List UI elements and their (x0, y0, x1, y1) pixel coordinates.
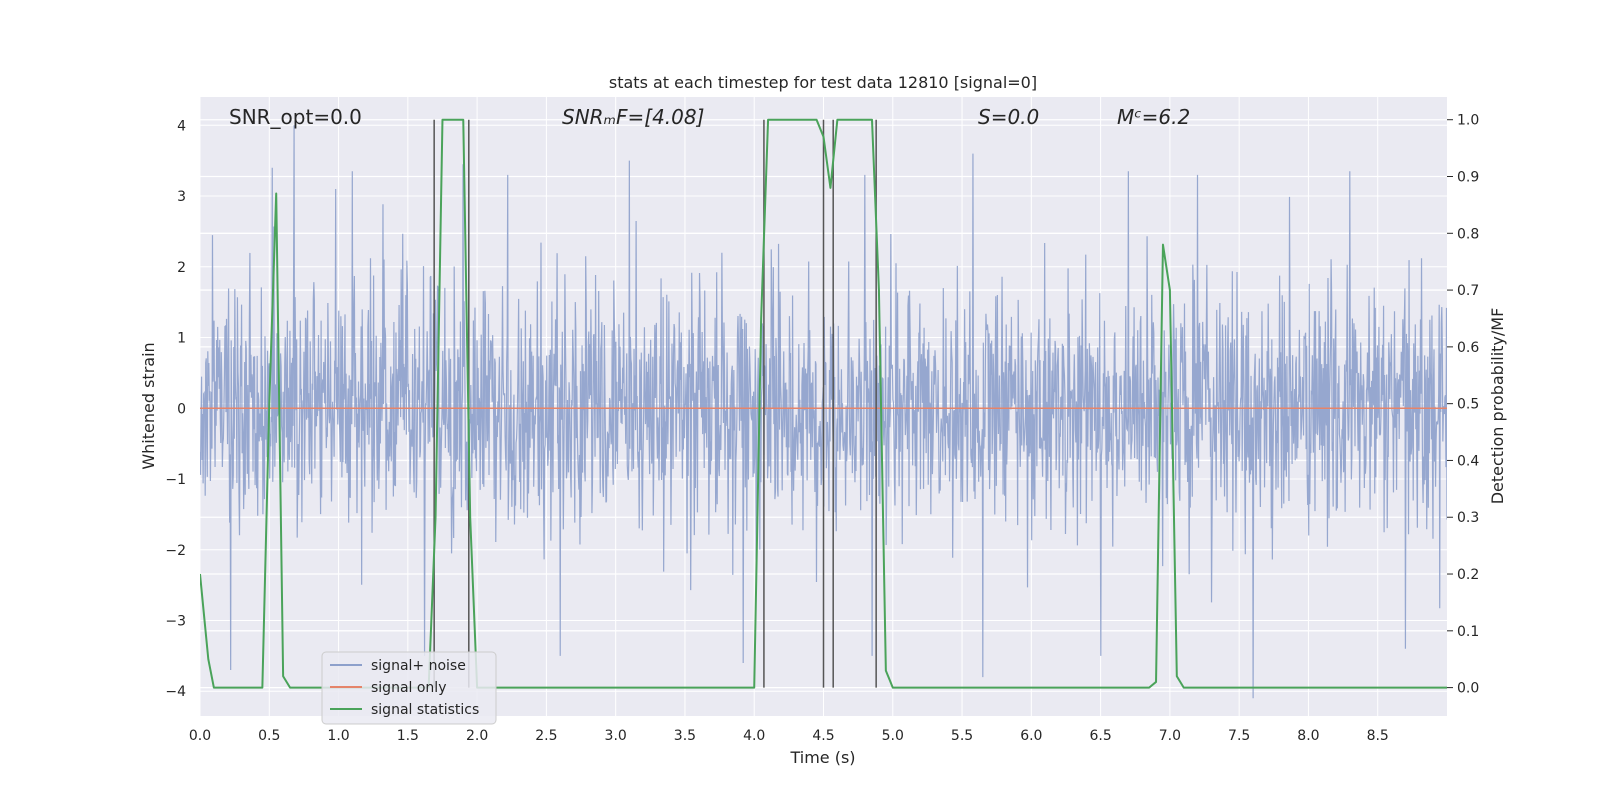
right-y-tick-label: 1.0 (1457, 113, 1479, 129)
legend-box (321, 651, 497, 725)
right-y-tick-label: 0.8 (1457, 226, 1479, 242)
legend: signal+ noise signal only signal statist… (321, 651, 497, 725)
x-tick-label: 1.5 (397, 728, 419, 744)
x-tick-label: 0.5 (258, 728, 280, 744)
annotation-snr-opt: SNR_opt=0.0 (229, 105, 362, 129)
right-y-tick-label: 0.3 (1457, 510, 1479, 526)
x-tick-label: 5.5 (951, 728, 973, 744)
left-y-tick-label: 3 (177, 189, 186, 205)
x-tick-label: 6.0 (1020, 728, 1042, 744)
left-y-tick-label: 2 (177, 260, 186, 276)
x-axis-label: Time (s) (789, 748, 855, 767)
annotation-snr-mf: SNRₘF=[4.08] (562, 105, 704, 129)
x-tick-label: 2.0 (466, 728, 488, 744)
left-y-tick-label: 1 (177, 331, 186, 347)
chart-title: stats at each timestep for test data 128… (609, 73, 1037, 92)
left-y-tick-label: −3 (165, 613, 186, 629)
x-tick-label: 1.0 (327, 728, 349, 744)
x-tick-label: 5.0 (882, 728, 904, 744)
left-y-axis-ticks: −4 −3 −2 −1 0 1 2 3 4 (165, 118, 186, 700)
left-y-tick-label: −4 (165, 684, 186, 700)
right-y-tick-label: 0.1 (1457, 624, 1479, 640)
x-tick-label: 4.0 (743, 728, 765, 744)
series-signal-statistics (200, 118, 1447, 689)
right-y-tick-label: 0.4 (1457, 453, 1479, 469)
signal-statistics-line (200, 118, 1447, 689)
x-tick-label: 8.0 (1297, 728, 1319, 744)
x-tick-label: 8.5 (1367, 728, 1389, 744)
x-axis-ticks: 0.0 0.5 1.0 1.5 2.0 2.5 3.0 3.5 4.0 4.5 5.0 5.5 6.0 6… (189, 728, 1389, 744)
left-y-tick-label: 4 (177, 118, 186, 134)
x-tick-label: 7.0 (1159, 728, 1181, 744)
x-tick-label: 0.0 (189, 728, 211, 744)
annotation-mc-value: Mᶜ=6.2 (1117, 105, 1190, 129)
legend-label-signal-statistics: signal statistics (371, 702, 479, 718)
left-y-axis-label: Whitened strain (139, 342, 158, 469)
right-y-axis-label: Detection probability/MF (1488, 308, 1507, 505)
x-tick-label: 2.5 (535, 728, 557, 744)
legend-label-signal-noise: signal+ noise (371, 658, 466, 674)
left-y-tick-label: −2 (165, 543, 186, 559)
right-y-tick-label: 0.6 (1457, 340, 1479, 356)
right-y-tick-label: 0.7 (1457, 283, 1479, 299)
right-y-axis-ticks: 0.0 0.1 0.2 0.3 0.4 0.5 0.6 0.7 0.8 0.9 1.0 (1447, 113, 1479, 697)
x-tick-label: 4.5 (812, 728, 834, 744)
legend-label-signal-only: signal only (371, 680, 446, 696)
right-y-tick-label: 0.2 (1457, 567, 1479, 583)
x-tick-label: 3.0 (605, 728, 627, 744)
right-y-tick-label: 0.9 (1457, 170, 1479, 186)
x-tick-label: 7.5 (1228, 728, 1250, 744)
right-y-tick-label: 0.5 (1457, 397, 1479, 413)
annotation-s-value: S=0.0 (978, 105, 1039, 129)
x-tick-label: 3.5 (674, 728, 696, 744)
left-y-tick-label: 0 (177, 401, 186, 417)
right-y-tick-label: 0.0 (1457, 681, 1479, 697)
left-y-tick-label: −1 (165, 472, 186, 488)
x-tick-label: 6.5 (1089, 728, 1111, 744)
